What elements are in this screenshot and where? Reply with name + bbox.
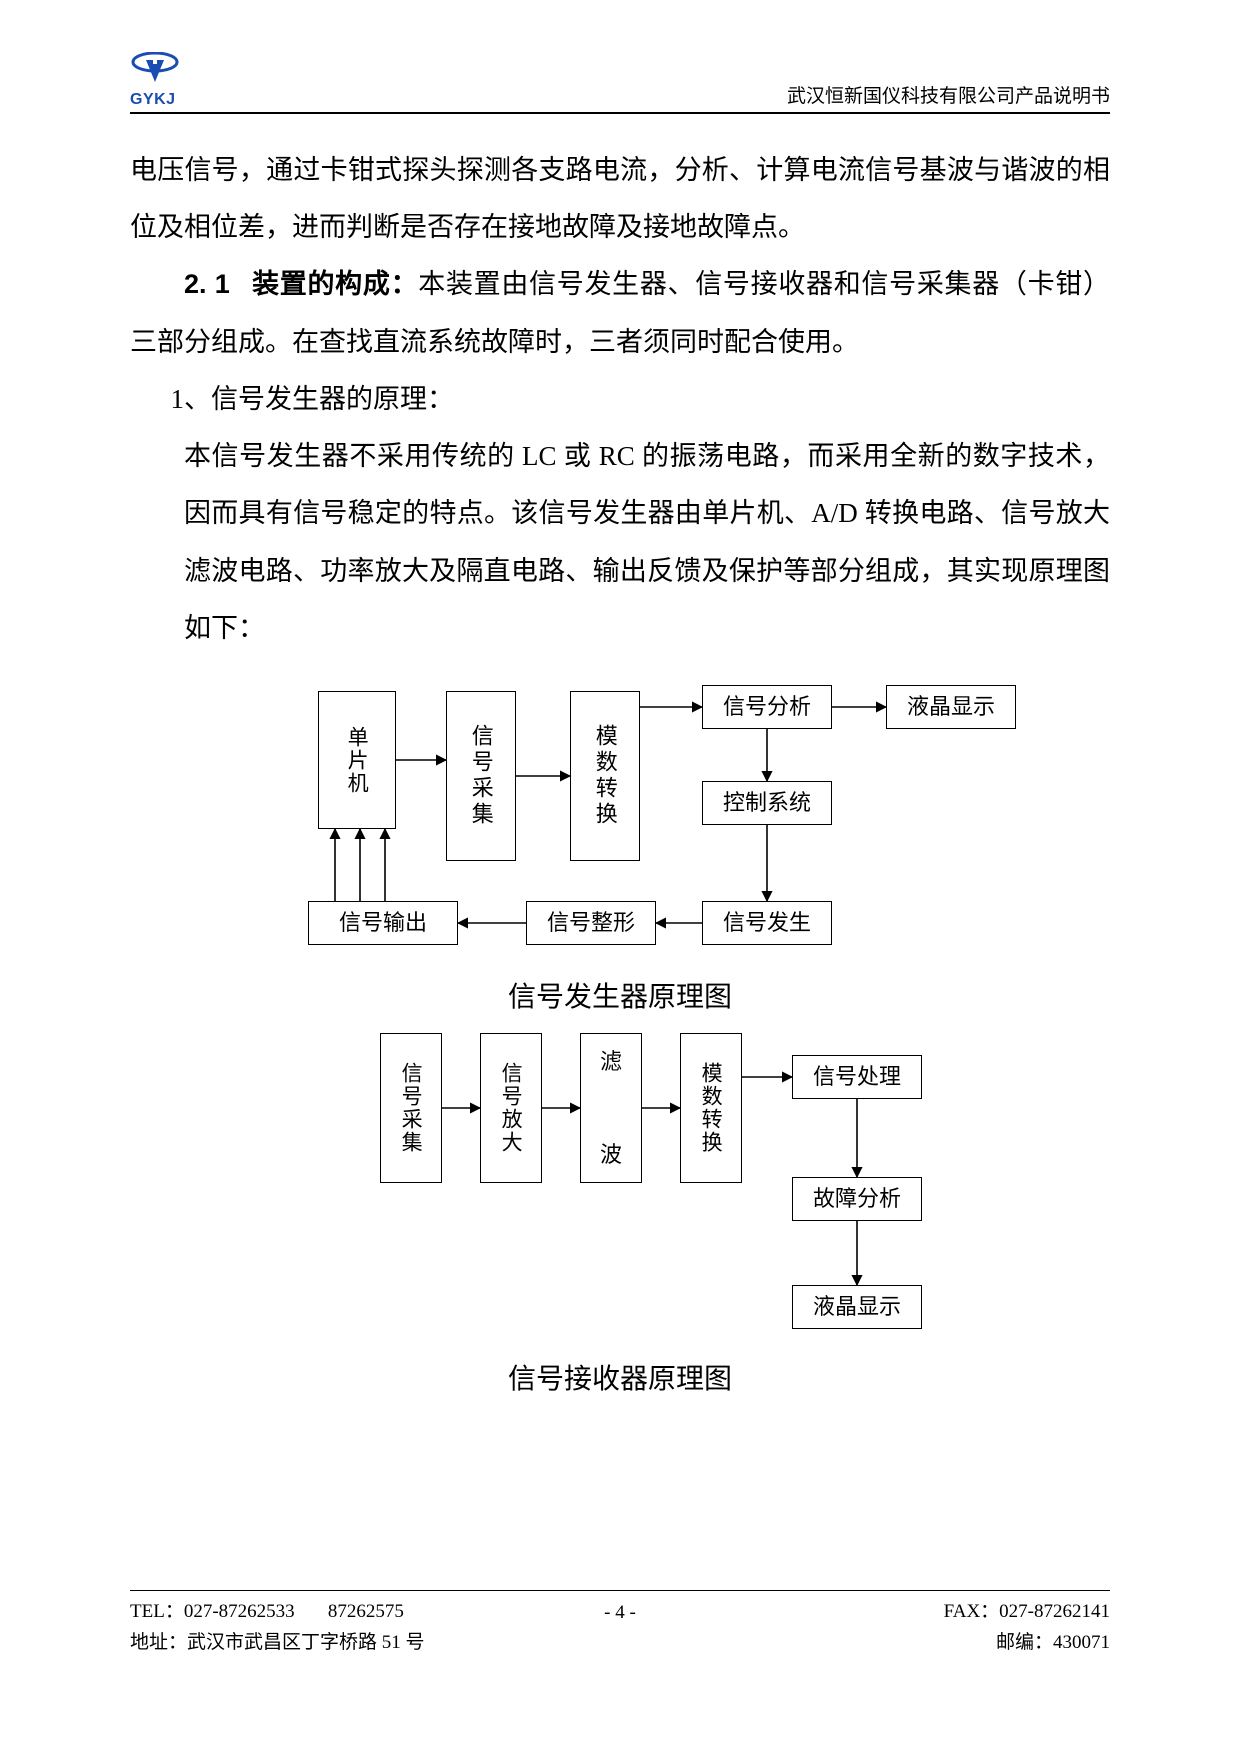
node-acq2: 信号采集 <box>380 1033 442 1183</box>
footer-rule <box>130 1590 1110 1591</box>
footer-zip: 邮编：430071 <box>996 1628 1110 1658</box>
sec-num: 2. 1 <box>184 269 230 299</box>
node-ana: 信号分析 <box>702 685 832 729</box>
page-footer: - 4 - TEL：027-87262533 87262575 FAX：027-… <box>130 1590 1110 1658</box>
para-continuation: 电压信号，通过卡钳式探头探测各支路电流，分析、计算电流信号基波与谐波的相位及相位… <box>130 142 1110 256</box>
body: 电压信号，通过卡钳式探头探测各支路电流，分析、计算电流信号基波与谐波的相位及相位… <box>130 142 1110 657</box>
diagram-generator: 单片机信号采集模数转换 信号分析 液晶显示控制系统信号发生 信号整形 信号输出 <box>290 675 1030 961</box>
logo-text: GYKJ <box>130 91 180 109</box>
para-item1: 1、信号发生器的原理： <box>130 371 1110 428</box>
logo: GYKJ <box>130 52 180 109</box>
node-fault: 故障分析 <box>792 1177 922 1221</box>
diagram-receiver: 信号采集信号放大滤波模数转换 信号处理故障分析液晶显示 <box>340 1033 980 1353</box>
node-out: 信号输出 <box>308 901 458 945</box>
para-desc: 本信号发生器不采用传统的 LC 或 RC 的振荡电路，而采用全新的数字技术，因而… <box>130 428 1110 657</box>
header-company: 武汉恒新国仪科技有限公司产品说明书 <box>787 81 1110 108</box>
node-adc2: 模数转换 <box>680 1033 742 1183</box>
node-gen: 信号发生 <box>702 901 832 945</box>
footer-row2: 地址：武汉市武昌区丁字桥路 51 号 邮编：430071 <box>130 1628 1110 1658</box>
page-number: - 4 - <box>130 1598 1110 1628</box>
logo-icon <box>130 52 180 86</box>
diagram1-caption: 信号发生器原理图 <box>130 975 1110 1015</box>
page-header: GYKJ 武汉恒新国仪科技有限公司产品说明书 <box>130 62 1110 114</box>
sec-title: 装置的构成： <box>252 269 418 299</box>
node-filt: 滤波 <box>580 1033 642 1183</box>
node-proc: 信号处理 <box>792 1055 922 1099</box>
node-acq: 信号采集 <box>446 691 516 861</box>
diagram2-caption: 信号接收器原理图 <box>130 1357 1110 1397</box>
node-mcu: 单片机 <box>318 691 396 829</box>
node-amp: 信号放大 <box>480 1033 542 1183</box>
footer-addr: 地址：武汉市武昌区丁字桥路 51 号 <box>130 1628 425 1658</box>
node-lcd: 液晶显示 <box>886 685 1016 729</box>
para-2-1: 2. 1 装置的构成：本装置由信号发生器、信号接收器和信号采集器（卡钳）三部分组… <box>130 256 1110 370</box>
page: GYKJ 武汉恒新国仪科技有限公司产品说明书 电压信号，通过卡钳式探头探测各支路… <box>0 0 1240 1754</box>
node-adc: 模数转换 <box>570 691 640 861</box>
node-ctrl: 控制系统 <box>702 781 832 825</box>
node-shape: 信号整形 <box>526 901 656 945</box>
node-lcd2: 液晶显示 <box>792 1285 922 1329</box>
